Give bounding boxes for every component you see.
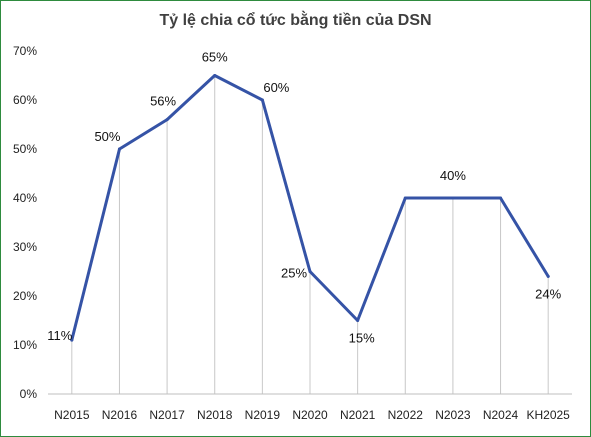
x-tick-label: N2024 — [483, 408, 519, 422]
data-label: 65% — [202, 50, 228, 65]
series-line — [70, 74, 550, 342]
data-point — [546, 274, 550, 278]
data-point — [165, 118, 169, 122]
y-tick-label: 50% — [13, 142, 37, 156]
data-label: 24% — [535, 286, 561, 301]
x-tick-label: N2016 — [102, 408, 138, 422]
x-tick-label: N2017 — [149, 408, 185, 422]
y-tick-label: 10% — [13, 338, 37, 352]
x-tick-label: N2021 — [340, 408, 376, 422]
data-point — [308, 270, 312, 273]
y-tick-label: 40% — [13, 191, 37, 205]
data-label: 25% — [281, 266, 307, 281]
data-point — [451, 196, 455, 200]
y-tick-label: 30% — [13, 240, 37, 254]
x-tick-label: N2018 — [197, 408, 233, 422]
data-point — [356, 319, 360, 322]
data-label: 60% — [263, 80, 289, 95]
data-point — [260, 98, 264, 102]
y-tick-label: 70% — [13, 44, 37, 58]
x-tick-label: N2019 — [245, 408, 281, 422]
data-label: 56% — [150, 94, 176, 109]
drop-lines — [71, 75, 549, 394]
data-point — [117, 147, 121, 151]
x-tick-label: N2020 — [292, 408, 328, 422]
x-tick-label: N2023 — [435, 408, 471, 422]
data-label: 50% — [94, 129, 120, 144]
y-tick-label: 20% — [13, 289, 37, 303]
data-point — [403, 196, 407, 200]
data-labels: 11% 50% 56% 65% 60% 25% 15% 40% 24% — [47, 50, 561, 346]
data-point — [70, 338, 74, 342]
data-label: 40% — [440, 168, 466, 183]
x-axis: N2015 N2016 N2017 N2018 N2019 N2020 N2021 N2022… — [48, 393, 572, 422]
data-point — [213, 74, 217, 77]
chart-title: Tỷ lệ chia cổ tức bằng tiền của DSN — [159, 12, 432, 29]
y-tick-label: 60% — [13, 93, 37, 107]
x-tick-label: KH2025 — [526, 408, 570, 422]
data-label: 15% — [349, 331, 375, 346]
data-point — [499, 196, 503, 200]
data-label: 11% — [47, 328, 72, 343]
y-tick-label: 0% — [20, 387, 38, 401]
y-axis: 0% 10% 20% 30% 40% 50% 60% 70% — [13, 44, 37, 401]
x-tick-label: N2022 — [388, 408, 424, 422]
x-tick-label: N2015 — [54, 408, 90, 422]
